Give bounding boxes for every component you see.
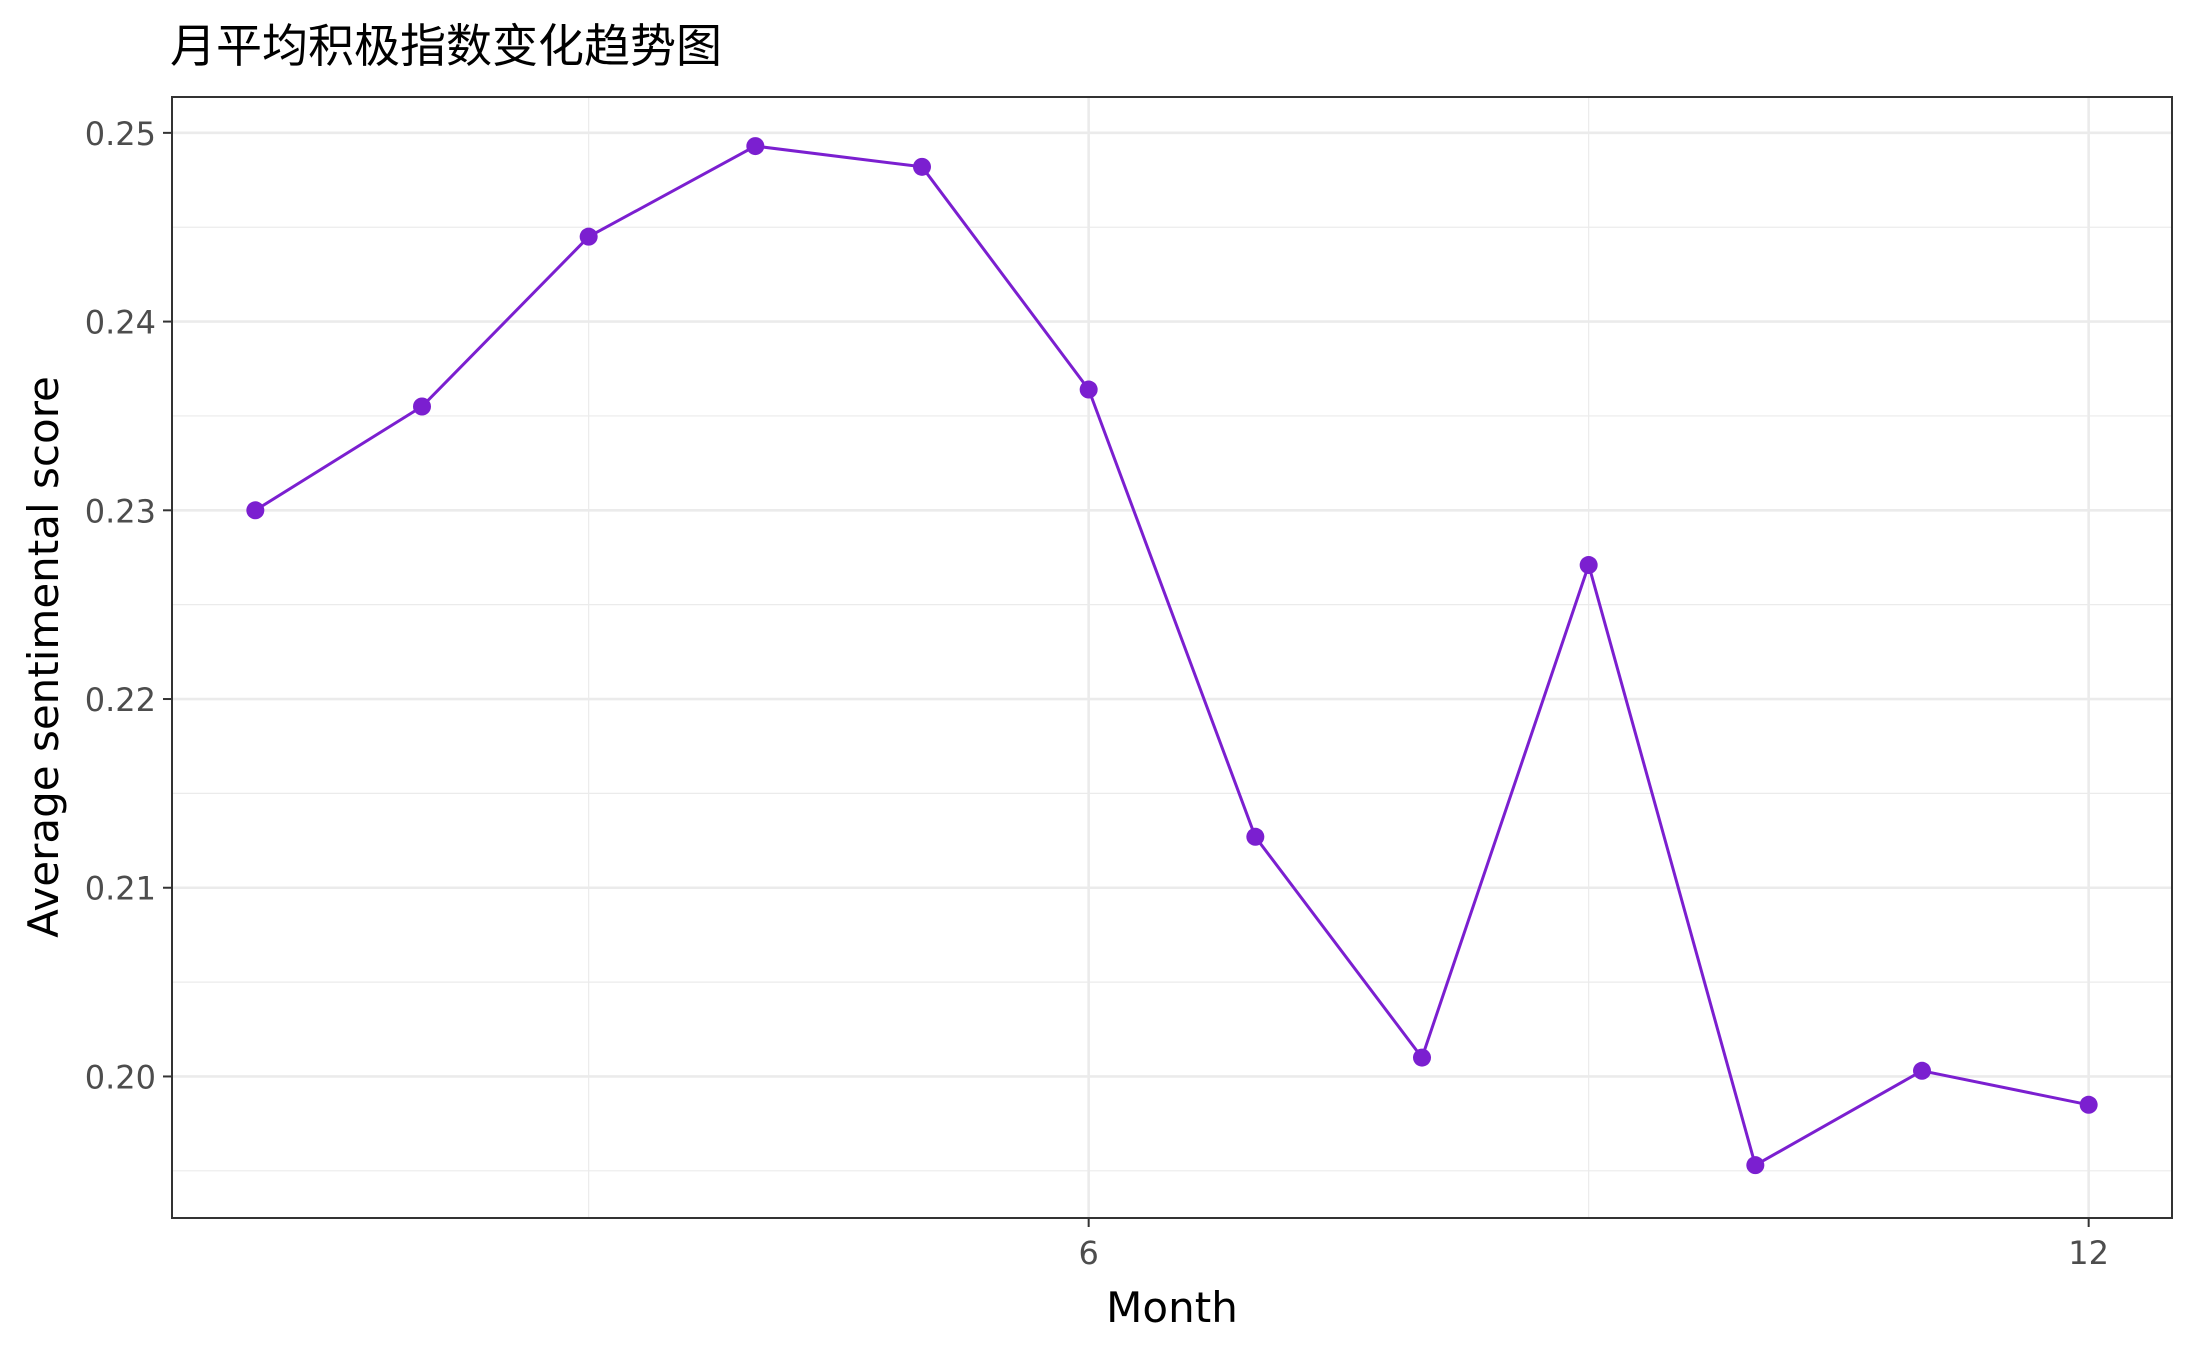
y-tick-label: 0.25 <box>85 115 156 153</box>
data-point <box>413 397 431 416</box>
grid-major <box>172 97 2172 1218</box>
data-point <box>746 137 765 156</box>
x-axis: 6 12 <box>1078 1218 2109 1272</box>
data-point <box>1079 380 1098 399</box>
data-point <box>2079 1095 2098 1114</box>
data-point <box>913 157 931 176</box>
y-tick-label: 0.20 <box>85 1058 156 1096</box>
series-line <box>254 144 2089 1167</box>
y-tick-label: 0.22 <box>85 681 156 719</box>
data-point <box>579 227 598 246</box>
y-tick-label: 0.21 <box>85 870 156 908</box>
series-points <box>246 137 2098 1175</box>
y-axis: 0.20 0.21 0.22 0.23 0.24 0.25 <box>85 115 172 1096</box>
x-axis-label: Month <box>1106 1283 1238 1332</box>
data-point <box>1579 556 1598 575</box>
x-tick-label: 6 <box>1078 1234 1098 1272</box>
series-layer <box>246 137 2098 1175</box>
x-tick-label: 12 <box>2068 1234 2109 1272</box>
data-point <box>1746 1156 1765 1175</box>
data-point <box>1913 1061 1931 1080</box>
y-tick-label: 0.24 <box>85 304 156 342</box>
grid-minor <box>172 97 2172 1218</box>
chart-title: 月平均积极指数变化趋势图 <box>170 19 722 73</box>
data-point <box>1246 827 1265 846</box>
data-point <box>1413 1048 1431 1067</box>
y-tick-label: 0.23 <box>85 492 156 530</box>
data-point <box>246 501 265 520</box>
y-axis-label: Average sentimental score <box>19 376 68 938</box>
panel-border <box>171 96 2173 1219</box>
